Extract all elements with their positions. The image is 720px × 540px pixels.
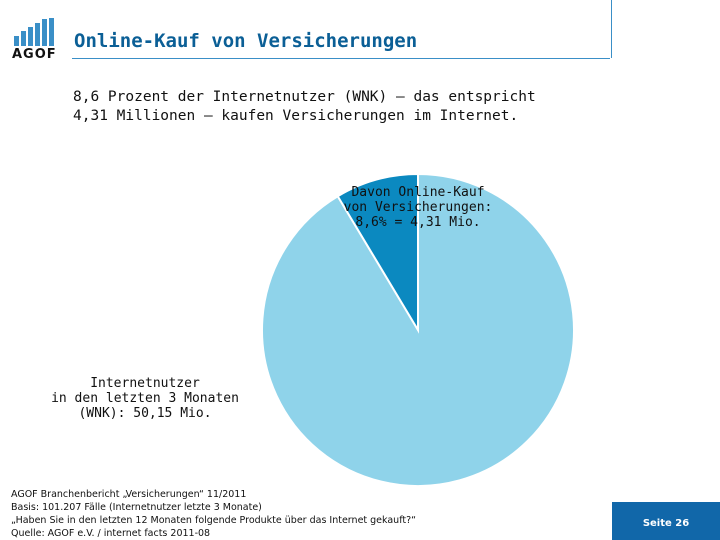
page-number-box: Seite 26 [612,502,720,540]
title-divider [72,58,610,59]
source-line: „Haben Sie in den letzten 12 Monaten fol… [11,515,417,526]
slice-label-line: in den letzten 3 Monaten [51,391,239,406]
slice-label-online-kauf: Davon Online-Kauf von Versicherungen: 8,… [296,185,540,230]
subtitle-line: 4,31 Millionen – kaufen Versicherungen i… [73,108,519,124]
slice-label-line: von Versicherungen: [343,200,493,215]
subtitle-line: 8,6 Prozent der Internetnutzer (WNK) – d… [73,89,536,105]
vertical-divider [611,0,612,58]
slice-label-line: Internetnutzer [90,376,200,391]
page-number: Seite 26 [642,518,690,529]
logo-bars-icon [14,18,54,46]
page-title: Online-Kauf von Versicherungen [74,30,418,52]
source-line: Basis: 101.207 Fälle (Internetnutzer let… [11,502,262,513]
logo-text: AGOF [12,47,57,62]
source-line: AGOF Branchenbericht „Versicherungen“ 11… [11,489,247,500]
pie-slice-online-kauf [336,172,419,334]
slice-label-line: Davon Online-Kauf [351,185,485,200]
agof-logo: AGOF [12,18,60,64]
slice-label-line: 8,6% = 4,31 Mio. [355,215,481,230]
subtitle: 8,6 Prozent der Internetnutzer (WNK) – d… [73,88,593,126]
source-note: AGOF Branchenbericht „Versicherungen“ 11… [11,488,416,540]
source-line: Quelle: AGOF e.V. / internet facts 2011-… [11,528,211,539]
slice-label-line: (WNK): 50,15 Mio. [78,406,212,421]
slice-label-internetnutzer: Internetnutzer in den letzten 3 Monaten … [32,376,258,421]
